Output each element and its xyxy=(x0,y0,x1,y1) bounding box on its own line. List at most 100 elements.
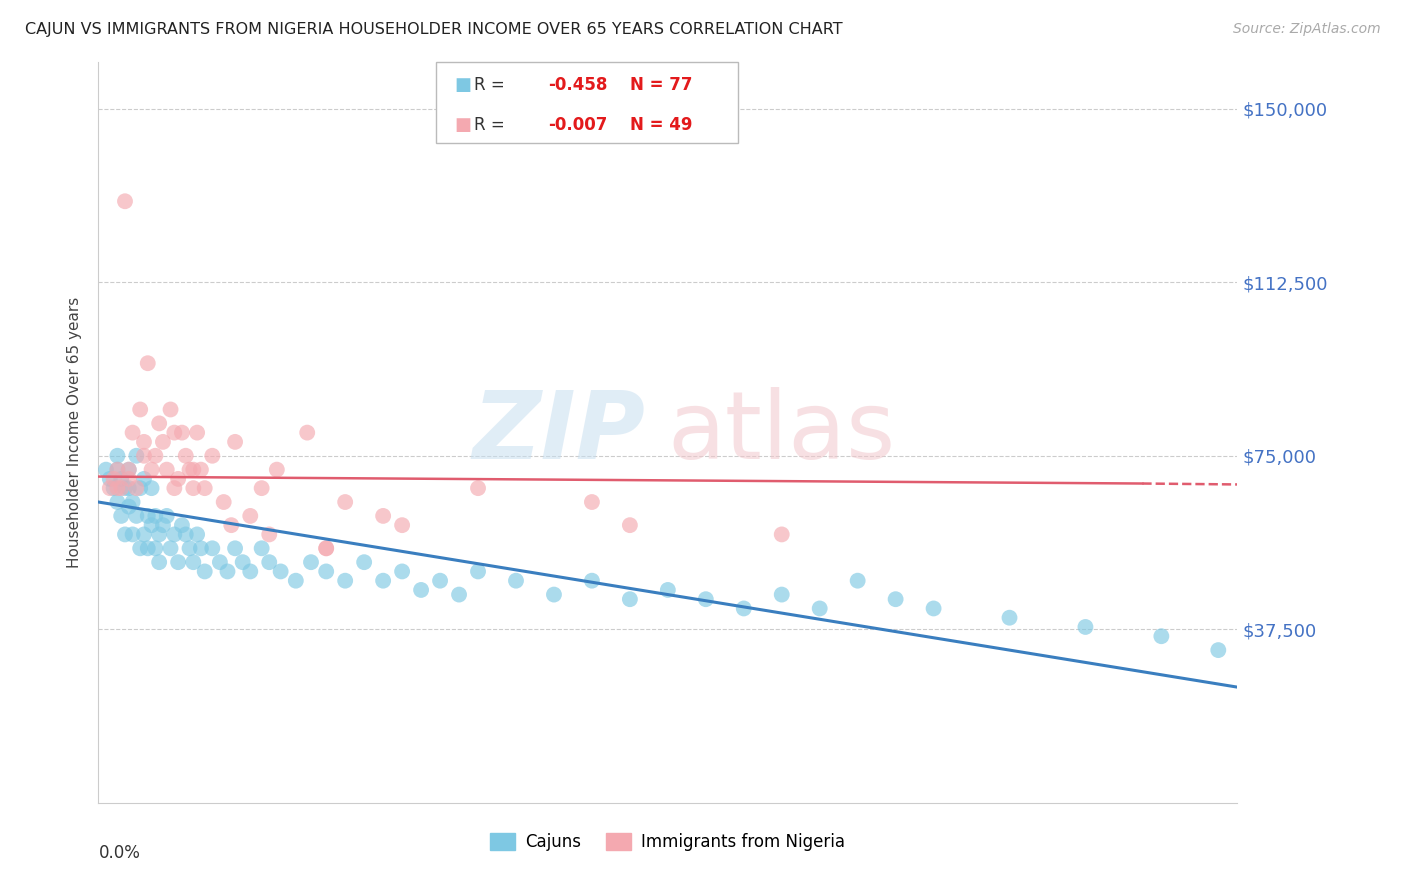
Point xyxy=(186,425,208,440)
Point xyxy=(132,434,155,449)
Point xyxy=(163,527,186,541)
Point xyxy=(163,425,186,440)
Point xyxy=(174,527,197,541)
Point xyxy=(114,527,136,541)
Point xyxy=(114,481,136,495)
Point xyxy=(114,194,136,209)
Point xyxy=(505,574,527,588)
Point xyxy=(159,402,181,417)
Point xyxy=(167,555,190,569)
Point xyxy=(998,610,1021,624)
Point xyxy=(163,481,186,495)
Point xyxy=(297,425,319,440)
Text: R =: R = xyxy=(474,76,510,94)
Point xyxy=(152,434,174,449)
Point xyxy=(132,472,155,486)
Point xyxy=(118,500,141,514)
Point xyxy=(922,601,945,615)
Point xyxy=(411,582,433,597)
Point xyxy=(110,508,132,523)
Point xyxy=(315,541,337,556)
Point xyxy=(129,402,152,417)
Point xyxy=(194,481,217,495)
Point xyxy=(391,518,413,533)
Point xyxy=(657,582,679,597)
Point xyxy=(212,495,235,509)
Point xyxy=(103,481,125,495)
Point xyxy=(270,565,292,579)
Point xyxy=(239,565,262,579)
Point xyxy=(299,555,322,569)
Point xyxy=(132,527,155,541)
Point xyxy=(619,518,641,533)
Point xyxy=(250,481,273,495)
Point xyxy=(148,527,170,541)
Point xyxy=(110,472,132,486)
Y-axis label: Householder Income Over 65 years: Householder Income Over 65 years xyxy=(67,297,83,568)
Text: ■: ■ xyxy=(454,76,471,94)
Text: N = 77: N = 77 xyxy=(630,76,692,94)
Point xyxy=(846,574,869,588)
Text: atlas: atlas xyxy=(668,386,896,479)
Point xyxy=(335,574,357,588)
Point xyxy=(118,462,141,476)
Point xyxy=(619,592,641,607)
Point xyxy=(543,588,565,602)
Point xyxy=(118,462,141,476)
Point xyxy=(884,592,907,607)
Point xyxy=(152,518,174,533)
Point xyxy=(136,356,159,370)
Point xyxy=(125,449,148,463)
Point xyxy=(107,495,129,509)
Point xyxy=(118,481,141,495)
Point xyxy=(467,565,489,579)
Point xyxy=(167,472,190,486)
Point xyxy=(107,481,129,495)
Point xyxy=(148,555,170,569)
Point xyxy=(467,481,489,495)
Point xyxy=(121,425,143,440)
Point xyxy=(315,541,337,556)
Point xyxy=(201,541,224,556)
Point xyxy=(239,508,262,523)
Point xyxy=(103,472,125,486)
Point xyxy=(129,541,152,556)
Point xyxy=(94,462,117,476)
Text: 0.0%: 0.0% xyxy=(98,844,141,862)
Point xyxy=(183,555,205,569)
Point xyxy=(148,417,170,431)
Point xyxy=(1150,629,1173,643)
Point xyxy=(159,541,181,556)
Point xyxy=(1208,643,1230,657)
Point xyxy=(224,541,246,556)
Point xyxy=(98,472,121,486)
Point xyxy=(107,462,129,476)
Point xyxy=(733,601,755,615)
Point xyxy=(581,495,603,509)
Text: -0.458: -0.458 xyxy=(548,76,607,94)
Point xyxy=(170,425,193,440)
Point xyxy=(145,449,167,463)
Point xyxy=(190,462,212,476)
Point xyxy=(179,541,201,556)
Point xyxy=(141,481,163,495)
Point xyxy=(429,574,451,588)
Point xyxy=(110,481,132,495)
Point xyxy=(371,508,394,523)
Point xyxy=(259,527,281,541)
Point xyxy=(194,565,217,579)
Point xyxy=(221,518,243,533)
Point xyxy=(156,462,179,476)
Text: Source: ZipAtlas.com: Source: ZipAtlas.com xyxy=(1233,22,1381,37)
Point xyxy=(315,565,337,579)
Point xyxy=(232,555,254,569)
Point xyxy=(186,527,208,541)
Text: ■: ■ xyxy=(454,116,471,134)
Point xyxy=(121,527,143,541)
Point xyxy=(107,449,129,463)
Point xyxy=(145,541,167,556)
Point xyxy=(284,574,307,588)
Point xyxy=(449,588,471,602)
Point xyxy=(156,508,179,523)
Legend: Cajuns, Immigrants from Nigeria: Cajuns, Immigrants from Nigeria xyxy=(484,826,852,857)
